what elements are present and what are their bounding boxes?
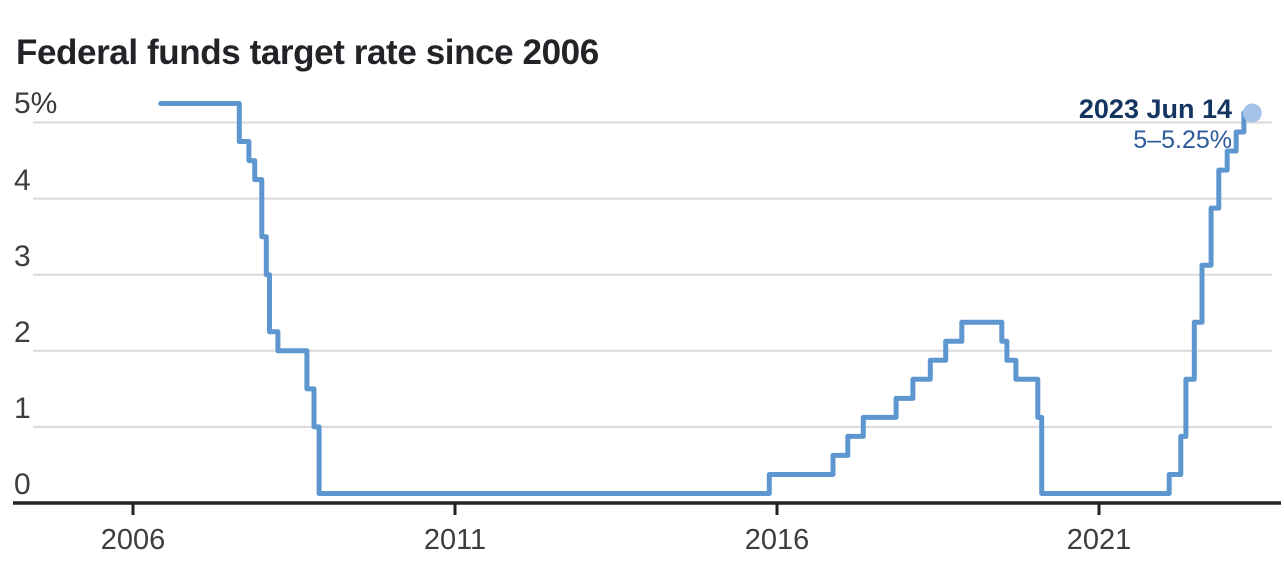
endpoint-dot: [1242, 103, 1262, 123]
y-axis-label-1: 1: [14, 392, 31, 425]
x-axis-label-2016: 2016: [744, 524, 810, 556]
chart-title: Federal funds target rate since 2006: [16, 33, 599, 73]
endpoint-annotation-value: 5–5.25%: [1133, 126, 1232, 154]
y-axis-label-0: 0: [14, 468, 31, 501]
x-axis-label-2011: 2011: [423, 524, 487, 556]
endpoint-annotation: 2023 Jun 14 5–5.25%: [1079, 95, 1232, 156]
x-axis-label-2021: 2021: [1066, 524, 1132, 556]
x-axis-label-2006: 2006: [100, 524, 166, 556]
y-axis-label-2: 2: [14, 316, 31, 349]
endpoint-annotation-date: 2023 Jun 14: [1078, 94, 1232, 124]
y-axis-label-4: 4: [14, 164, 31, 197]
y-axis-label-5: 5%: [14, 87, 58, 120]
rate-line: [158, 101, 1255, 496]
y-axis-label-3: 3: [14, 240, 31, 273]
